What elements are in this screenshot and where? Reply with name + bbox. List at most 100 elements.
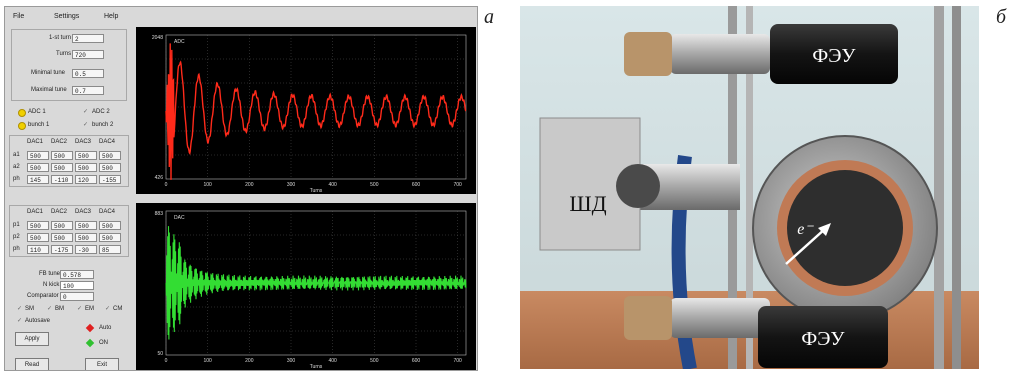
exit-button[interactable]: Exit: [85, 358, 119, 370]
comparator-input[interactable]: 0: [60, 292, 94, 301]
dac-cell-input[interactable]: 500: [27, 221, 49, 230]
maximal-tune-input[interactable]: 0.7: [72, 86, 104, 95]
first-turn-input[interactable]: 2: [72, 34, 104, 43]
cm-label: CM: [113, 306, 123, 312]
adc-plot: 0 100 200 300 400 500 600 700 2048 426 Turns ADC: [136, 27, 476, 194]
control-panel: 1-st turn 2 Turns 720 Minimal tune 0.5 M…: [5, 27, 133, 370]
y-tick-label: 50: [157, 351, 163, 357]
autosave-check-icon[interactable]: ✓: [17, 318, 23, 324]
x-tick-label: 0: [165, 358, 168, 364]
pmt-top-tube: [670, 34, 770, 74]
x-tick-label: 0: [165, 182, 168, 188]
electron-arrow-head-icon: [818, 223, 831, 236]
sm-check-icon[interactable]: ✓: [17, 306, 23, 312]
x-tick-label: 600: [412, 182, 421, 188]
dac-cell-input[interactable]: 500: [51, 221, 73, 230]
menu-help[interactable]: Help: [104, 13, 119, 20]
dac-header-3: DAC3: [75, 209, 92, 215]
on-label: ON: [99, 340, 108, 346]
dac-cell-input[interactable]: 500: [99, 163, 121, 172]
dac-cell-input[interactable]: 500: [99, 221, 121, 230]
autosave-label: Autosave: [25, 318, 51, 324]
maximal-tune-label: Maximal tune: [31, 87, 67, 93]
support-rod-3: [934, 6, 944, 369]
dac-cell-input[interactable]: -175: [51, 245, 73, 254]
legend-label: DAC: [174, 215, 185, 221]
panel-label-a: а: [484, 6, 494, 28]
x-tick-label: 500: [370, 358, 379, 364]
dac-cell-input[interactable]: 145: [27, 175, 49, 184]
dac-header-2: DAC2: [51, 209, 68, 215]
dac-cell-input[interactable]: 500: [51, 151, 73, 160]
pmt-top-body: [770, 24, 898, 84]
x-tick-label: 500: [370, 182, 379, 188]
adc1-radio[interactable]: [18, 109, 26, 117]
auto-led-icon: [85, 323, 95, 333]
y-tick-label: 2048: [152, 35, 163, 41]
adc-trace: [165, 43, 467, 180]
dac-cell-input[interactable]: -155: [99, 175, 121, 184]
dac-header-1: DAC1: [27, 139, 44, 145]
pmt-bottom-body: [758, 306, 888, 368]
dac-cell-input[interactable]: 500: [75, 233, 97, 242]
dac-cell-input[interactable]: 500: [27, 163, 49, 172]
dac-amplitude-group: [9, 135, 129, 187]
pmt-bottom-tube: [670, 298, 770, 338]
dac-row-label: a2: [13, 164, 20, 170]
setup-illustration: ФЭУ ФЭУ ШД e⁻: [520, 6, 979, 369]
dac-cell-input[interactable]: 120: [75, 175, 97, 184]
bm-check-icon[interactable]: ✓: [47, 306, 53, 312]
dac-cell-input[interactable]: 500: [51, 163, 73, 172]
dac-header-1: DAC1: [27, 209, 44, 215]
read-button[interactable]: Read: [15, 358, 49, 370]
stepper-coupling: [616, 164, 660, 208]
bunch1-radio[interactable]: [18, 122, 26, 130]
apply-button[interactable]: Apply: [15, 332, 49, 346]
x-tick-label: 600: [412, 358, 421, 364]
n-kick-input[interactable]: 100: [60, 281, 94, 290]
x-axis-label: Turns: [310, 364, 323, 370]
dac-cell-input[interactable]: 500: [27, 233, 49, 242]
dac-cell-input[interactable]: 500: [99, 151, 121, 160]
cm-check-icon[interactable]: ✓: [105, 306, 111, 312]
dac-cell-input[interactable]: 500: [51, 233, 73, 242]
em-check-icon[interactable]: ✓: [77, 306, 83, 312]
pmt-top-flange: [624, 32, 672, 76]
on-led-icon: [85, 338, 95, 348]
dac-header-3: DAC3: [75, 139, 92, 145]
y-tick-label: 883: [155, 211, 164, 217]
dac-cell-input[interactable]: 500: [75, 151, 97, 160]
menu-file[interactable]: File: [13, 13, 25, 20]
fb-tune-input[interactable]: 0.578: [60, 270, 94, 279]
dac-cell-input[interactable]: 500: [75, 221, 97, 230]
dac-cell-input[interactable]: -30: [75, 245, 97, 254]
adc1-label: ADC 1: [28, 109, 46, 115]
dac-cell-input[interactable]: 500: [99, 233, 121, 242]
x-tick-label: 400: [328, 182, 337, 188]
support-rod-2: [746, 6, 753, 369]
feedback-control-window: File Settings Help 1-st turn 2 Turns 720…: [4, 6, 478, 371]
turns-input[interactable]: 720: [72, 50, 104, 59]
x-tick-label: 100: [203, 358, 212, 364]
dac-cell-input[interactable]: 85: [99, 245, 121, 254]
menu-settings[interactable]: Settings: [54, 13, 80, 20]
x-tick-label: 700: [453, 358, 462, 364]
x-tick-label: 100: [203, 182, 212, 188]
dac-cell-input[interactable]: 500: [27, 151, 49, 160]
adc2-check-icon[interactable]: ✓: [83, 109, 89, 115]
stepper-label: ШД: [569, 191, 606, 216]
electron-arrow: [785, 227, 827, 265]
dac-cell-input[interactable]: 110: [27, 245, 49, 254]
x-tick-label: 700: [453, 182, 462, 188]
dac-cell-input[interactable]: 500: [75, 163, 97, 172]
x-tick-label: 200: [245, 358, 254, 364]
dac-header-4: DAC4: [99, 139, 116, 145]
dac-phase-group: [9, 205, 129, 257]
x-tick-label: 200: [245, 182, 254, 188]
bunch2-check-icon[interactable]: ✓: [83, 122, 89, 128]
minimal-tune-input[interactable]: 0.5: [72, 69, 104, 78]
dac-cell-input[interactable]: -110: [51, 175, 73, 184]
pmt-top-label: ФЭУ: [812, 45, 856, 67]
em-label: EM: [85, 306, 94, 312]
panel-label-b: б: [996, 6, 1007, 28]
